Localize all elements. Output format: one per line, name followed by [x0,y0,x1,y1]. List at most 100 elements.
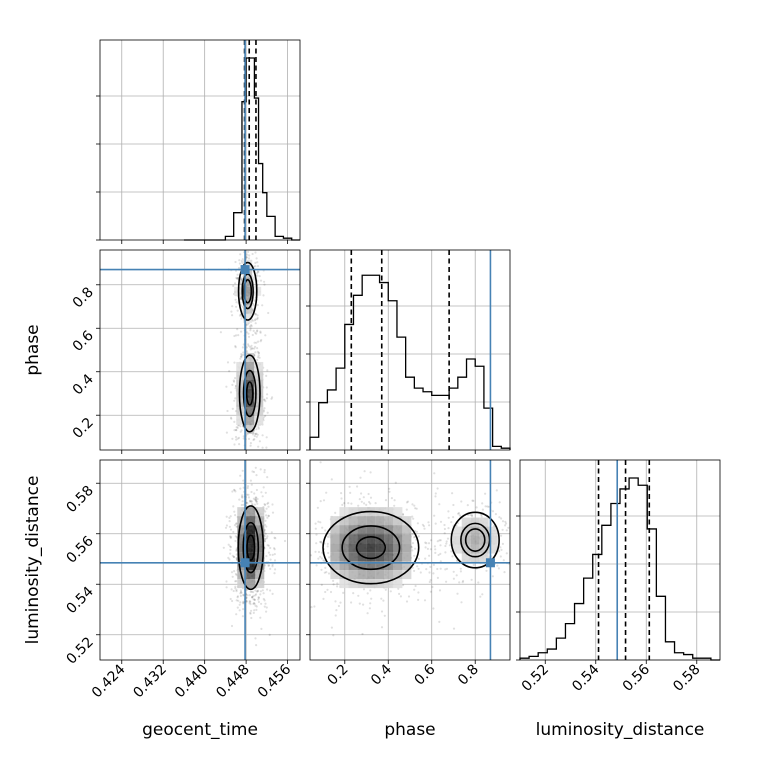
sample-point [498,501,501,504]
density-cell [452,544,462,554]
sample-point [255,496,258,499]
density-cell [375,561,385,571]
sample-point [251,596,254,599]
contour-level [355,535,387,560]
density-cell [393,543,403,553]
sample-point [254,589,257,592]
density-cell [236,379,246,389]
sample-point [460,500,463,503]
sample-point [273,548,276,551]
panel-frame [309,249,511,451]
contour-level [450,511,500,569]
sample-point [415,530,418,533]
sample-point [447,527,450,530]
sample-point [261,446,264,449]
sample-point [261,304,264,307]
sample-point [267,311,270,315]
sample-point [262,486,265,489]
sample-point [255,608,258,612]
truth-marker [485,558,495,568]
sample-point [260,338,263,342]
sample-point [233,380,236,383]
sample-point [245,596,248,599]
sample-point [242,602,245,605]
sample-point [424,541,427,544]
sample-point [234,387,237,390]
sample-point [498,550,501,553]
contour-level [241,273,254,310]
density-cell [479,544,489,554]
sample-point [472,499,475,502]
sample-point [250,483,253,486]
sample-point [252,497,255,500]
sample-point [460,601,463,604]
sample-point [432,607,435,610]
sample-point [249,499,252,502]
density-cell [348,579,358,589]
contour-level [242,521,260,574]
sample-point [232,530,235,534]
sample-point [235,574,238,577]
sample-point [438,503,441,506]
density-cell [339,516,349,526]
sample-point [269,558,272,561]
sample-point [413,504,416,507]
density-cell [246,516,256,526]
panel-frame [519,459,721,661]
sample-point [368,607,371,610]
sample-point [457,511,461,515]
sample-point [266,476,269,479]
sample-point [445,540,448,543]
sample-point [360,500,363,503]
sample-point [255,488,258,492]
sample-point [256,358,259,362]
sample-point [267,564,270,567]
sample-point [248,600,251,603]
sample-point [233,570,236,573]
sample-point [253,598,256,602]
sample-point [253,602,256,605]
sample-point [362,496,365,499]
sample-point [239,594,242,598]
sample-point [429,579,432,582]
sample-point [254,594,257,597]
sample-point [235,553,238,556]
density-cell [246,507,256,517]
sample-point [262,409,265,412]
x-tick-label: 0.2 [325,662,352,689]
sample-point [450,521,453,524]
sample-point [266,393,269,396]
sample-point [246,493,249,496]
sample-point [484,505,487,508]
sample-point [413,588,416,591]
sample-point [247,332,250,335]
sample-point [238,609,241,612]
sample-point [263,398,266,401]
density-cell [393,516,403,526]
sample-point [239,592,242,595]
sample-point [241,305,244,308]
sample-point [263,503,266,506]
sample-point [252,276,255,279]
sample-point [240,280,243,283]
sample-point [256,274,259,277]
sample-point [233,555,236,559]
sample-point [237,267,241,270]
sample-point [428,571,431,574]
sample-point [233,429,236,432]
sample-point [261,589,264,592]
sample-point [499,546,502,549]
sample-point [233,488,236,491]
sample-point [350,601,353,604]
x-axis-label: phase [384,720,435,740]
sample-point [255,590,259,593]
density-cell [393,507,403,517]
sample-point [417,535,420,538]
density-cell [255,543,265,553]
sample-point [241,615,244,618]
sample-point [255,332,258,335]
sample-point [235,557,238,560]
sample-point [239,474,242,477]
density-cell [243,286,253,296]
sample-point [253,299,256,302]
